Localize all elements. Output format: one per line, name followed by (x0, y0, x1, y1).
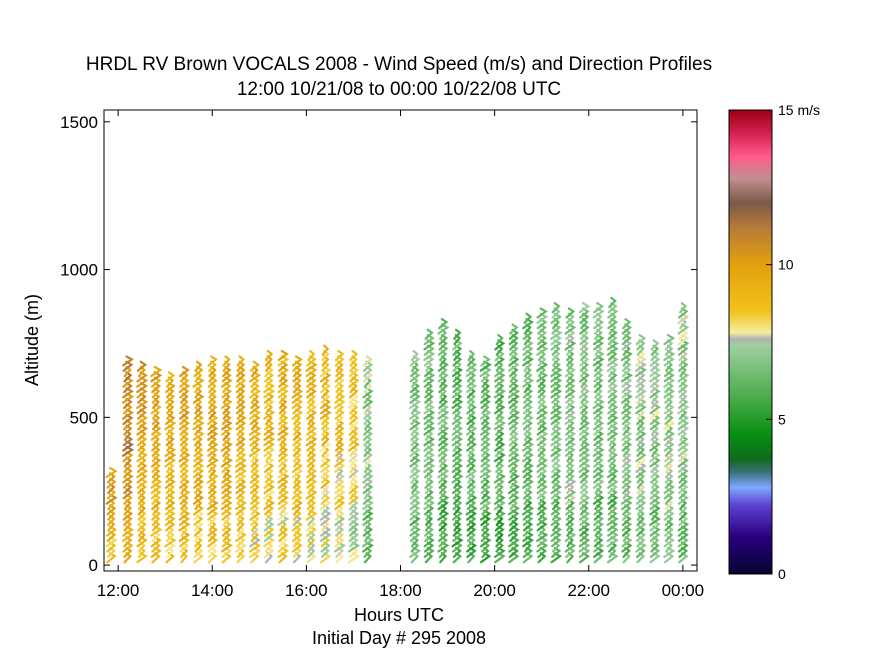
wind-profile (479, 355, 492, 564)
wind-profile (122, 355, 135, 564)
plot-frame (103, 109, 698, 572)
colorbar-ticks: 0 5 10 15 m/s (766, 102, 820, 582)
wind-profile (536, 307, 549, 564)
wind-profile (409, 349, 422, 564)
x-axis-sublabel: Initial Day # 295 2008 (312, 628, 486, 648)
wind-profile (493, 334, 506, 564)
x-tick-label: 20:00 (473, 581, 516, 600)
wind-profile (164, 371, 177, 564)
wind-profile (592, 302, 605, 564)
wind-profile (663, 334, 676, 564)
chart-title: HRDL RV Brown VOCALS 2008 - Wind Speed (… (86, 54, 712, 75)
x-tick-label: 16:00 (285, 581, 328, 600)
colorbar (728, 109, 773, 575)
x-tick-label: 14:00 (191, 581, 234, 600)
chart-subtitle: 12:00 10/21/08 to 00:00 10/22/08 UTC (237, 79, 561, 100)
wind-profile (362, 355, 375, 564)
x-tick-label: 18:00 (379, 581, 422, 600)
wind-profile (423, 328, 436, 564)
wind-profile (333, 349, 346, 564)
y-axis: 0 500 1000 1500 (60, 113, 697, 575)
x-axis-label: Hours UTC (354, 605, 444, 625)
plot-area (105, 296, 690, 564)
wind-profile (465, 349, 478, 564)
wind-profile (277, 349, 290, 564)
wind-profile (105, 467, 118, 564)
wind-profile (507, 323, 521, 564)
wind-profile (192, 360, 205, 564)
colorbar-tick-label: 15 m/s (778, 102, 820, 118)
x-tick-label: 00:00 (662, 581, 705, 600)
y-axis-label: Altitude (m) (22, 294, 42, 386)
wind-profile (550, 302, 563, 564)
wind-profile (319, 344, 332, 564)
wind-profile (677, 302, 690, 564)
wind-profile (649, 339, 662, 564)
y-tick-label: 1000 (60, 261, 98, 280)
colorbar-tick-label: 5 (778, 411, 786, 427)
wind-profile (263, 349, 276, 564)
wind-profile (578, 302, 591, 564)
x-axis: 12:00 14:00 16:00 18:00 20:00 22:00 00:00 (97, 110, 704, 600)
wind-profile (206, 355, 219, 564)
wind-profile (305, 349, 318, 564)
wind-profile (522, 312, 535, 564)
wind-profile (220, 355, 233, 564)
y-tick-label: 500 (70, 408, 98, 427)
wind-profile (437, 318, 450, 564)
wind-profile (635, 334, 647, 564)
colorbar-tick-label: 0 (778, 566, 786, 582)
wind-profile (451, 328, 464, 564)
wind-profile (178, 365, 191, 564)
colorbar-tick-label: 10 (778, 257, 794, 273)
wind-profile (249, 360, 262, 564)
wind-profile (234, 355, 248, 564)
wind-profile (136, 360, 149, 564)
x-tick-label: 12:00 (97, 581, 140, 600)
wind-profile (606, 296, 619, 564)
wind-profile (150, 365, 163, 564)
y-tick-label: 0 (89, 556, 98, 575)
y-tick-label: 1500 (60, 113, 98, 132)
wind-profile (620, 318, 634, 564)
wind-profile (564, 307, 577, 564)
x-tick-label: 22:00 (567, 581, 610, 600)
wind-profile (291, 355, 304, 564)
wind-profile (347, 349, 361, 564)
